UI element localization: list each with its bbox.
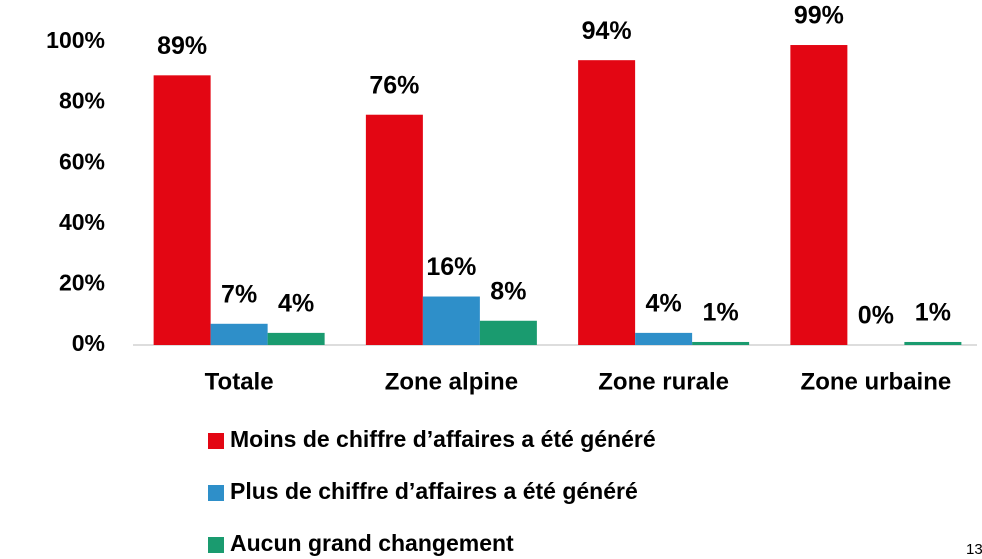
bar — [692, 341, 750, 345]
value-label: 89% — [157, 32, 207, 60]
legend-swatch — [208, 485, 224, 501]
value-label: 16% — [426, 253, 476, 281]
value-label: 1% — [915, 299, 951, 327]
value-label: 0% — [858, 302, 894, 330]
value-label: 1% — [703, 299, 739, 327]
value-label: 76% — [369, 71, 419, 99]
y-tick-label: 100% — [46, 27, 105, 53]
bar — [578, 60, 636, 346]
y-tick-label: 40% — [59, 209, 105, 235]
bar — [210, 323, 268, 345]
x-tick-label: Totale — [205, 368, 274, 395]
bar — [479, 320, 537, 345]
value-label: 4% — [278, 289, 314, 317]
bar — [267, 332, 325, 345]
page-number: 13 — [966, 541, 982, 558]
x-tick-label: Zone alpine — [385, 368, 518, 395]
value-label: 8% — [490, 277, 526, 305]
value-label: 4% — [646, 289, 682, 317]
y-tick-label: 60% — [59, 148, 105, 174]
bar — [365, 114, 423, 345]
x-tick-label: Zone rurale — [598, 368, 729, 395]
value-label: 99% — [794, 2, 844, 30]
bar — [790, 45, 848, 345]
x-tick-label: Zone urbaine — [801, 368, 952, 395]
legend-label: Plus de chiffre d’affaires a été généré — [230, 478, 638, 504]
bar — [635, 332, 693, 345]
value-label: 7% — [221, 280, 257, 308]
value-label: 94% — [582, 17, 632, 45]
y-tick-label: 80% — [59, 88, 105, 114]
bar — [422, 296, 480, 345]
bar — [153, 75, 211, 345]
y-tick-label: 0% — [72, 330, 105, 356]
legend-label: Moins de chiffre d’affaires a été généré — [230, 426, 656, 452]
legend-swatch — [208, 537, 224, 553]
legend-swatch — [208, 433, 224, 449]
y-tick-label: 20% — [59, 269, 105, 295]
legend-label: Aucun grand changement — [230, 530, 514, 556]
bar — [904, 341, 962, 345]
